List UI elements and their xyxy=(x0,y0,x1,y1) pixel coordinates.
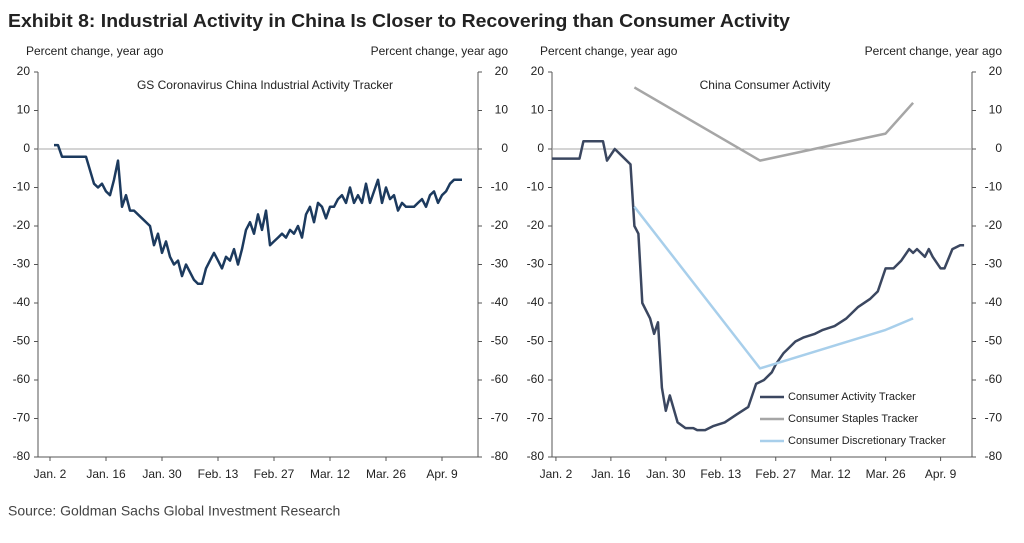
x-tick-label: Apr. 9 xyxy=(426,467,458,481)
y-tick-label: -20 xyxy=(13,218,31,232)
y2-tick-label: -40 xyxy=(985,295,1003,309)
y2-axis-label: Percent change, year ago xyxy=(371,44,509,58)
y-tick-label: 0 xyxy=(23,141,30,155)
series-line xyxy=(633,206,914,370)
y2-tick-label: -30 xyxy=(985,257,1003,271)
y2-tick-label: -50 xyxy=(985,334,1003,348)
y-tick-label: 20 xyxy=(531,64,545,78)
x-tick-label: Jan. 2 xyxy=(34,467,67,481)
y-axis-label: Percent change, year ago xyxy=(26,44,164,58)
y-axis-label: Percent change, year ago xyxy=(540,44,678,58)
x-tick-label: Jan. 16 xyxy=(86,467,126,481)
y2-tick-label: -80 xyxy=(491,449,509,463)
y2-axis-label: Percent change, year ago xyxy=(865,44,1003,58)
y-tick-label: -30 xyxy=(13,257,31,271)
x-tick-label: Mar. 12 xyxy=(811,467,851,481)
y2-tick-label: -20 xyxy=(985,218,1003,232)
y2-tick-label: -50 xyxy=(491,334,509,348)
panel-subtitle: GS Coronavirus China Industrial Activity… xyxy=(137,78,393,92)
y2-tick-label: 10 xyxy=(989,103,1003,117)
y2-tick-label: 20 xyxy=(989,64,1003,78)
series-line xyxy=(552,140,965,432)
y2-tick-label: -60 xyxy=(491,372,509,386)
y-tick-label: -40 xyxy=(527,295,545,309)
x-tick-label: Jan. 30 xyxy=(142,467,182,481)
y-tick-label: -10 xyxy=(13,180,31,194)
y2-tick-label: 0 xyxy=(995,141,1002,155)
x-tick-label: Jan. 30 xyxy=(646,467,686,481)
y2-tick-label: -30 xyxy=(491,257,509,271)
series-line xyxy=(633,86,915,162)
y-tick-label: 10 xyxy=(531,103,545,117)
x-tick-label: Mar. 26 xyxy=(366,467,406,481)
source: Source: Goldman Sachs Global Investment … xyxy=(8,503,340,519)
legend-label: Consumer Discretionary Tracker xyxy=(788,435,946,447)
y2-tick-label: -80 xyxy=(985,449,1003,463)
y2-tick-label: -70 xyxy=(985,411,1003,425)
y2-tick-label: 0 xyxy=(501,141,508,155)
y2-tick-label: 10 xyxy=(495,103,509,117)
y-tick-label: -20 xyxy=(527,218,545,232)
y-tick-label: -40 xyxy=(13,295,31,309)
y-tick-label: -60 xyxy=(13,372,31,386)
y2-tick-label: -60 xyxy=(985,372,1003,386)
y-tick-label: 10 xyxy=(17,103,31,117)
x-tick-label: Feb. 13 xyxy=(198,467,239,481)
y-tick-label: -70 xyxy=(527,411,545,425)
y-tick-label: -60 xyxy=(527,372,545,386)
y-tick-label: 20 xyxy=(17,64,31,78)
x-tick-label: Mar. 26 xyxy=(866,467,906,481)
y2-tick-label: -20 xyxy=(491,218,509,232)
y2-tick-label: -40 xyxy=(491,295,509,309)
x-tick-label: Feb. 27 xyxy=(254,467,295,481)
y-tick-label: -80 xyxy=(13,449,31,463)
y-tick-label: -50 xyxy=(527,334,545,348)
series-line xyxy=(54,143,462,286)
y-tick-label: -50 xyxy=(13,334,31,348)
exhibit-title: Exhibit 8: Industrial Activity in China … xyxy=(8,11,790,31)
y2-tick-label: -70 xyxy=(491,411,509,425)
legend-label: Consumer Activity Tracker xyxy=(788,391,916,403)
y-tick-label: -10 xyxy=(527,180,545,194)
y2-tick-label: 20 xyxy=(495,64,509,78)
x-tick-label: Jan. 16 xyxy=(591,467,631,481)
x-tick-label: Feb. 27 xyxy=(755,467,796,481)
x-tick-label: Feb. 13 xyxy=(700,467,741,481)
y-tick-label: -30 xyxy=(527,257,545,271)
panel-subtitle: China Consumer Activity xyxy=(700,78,831,92)
y2-tick-label: -10 xyxy=(491,180,509,194)
y-tick-label: -70 xyxy=(13,411,31,425)
legend-label: Consumer Staples Tracker xyxy=(788,413,919,425)
x-tick-label: Mar. 12 xyxy=(310,467,350,481)
x-tick-label: Jan. 2 xyxy=(540,467,573,481)
y-tick-label: 0 xyxy=(537,141,544,155)
y-tick-label: -80 xyxy=(527,449,545,463)
x-tick-label: Apr. 9 xyxy=(925,467,957,481)
y2-tick-label: -10 xyxy=(985,180,1003,194)
